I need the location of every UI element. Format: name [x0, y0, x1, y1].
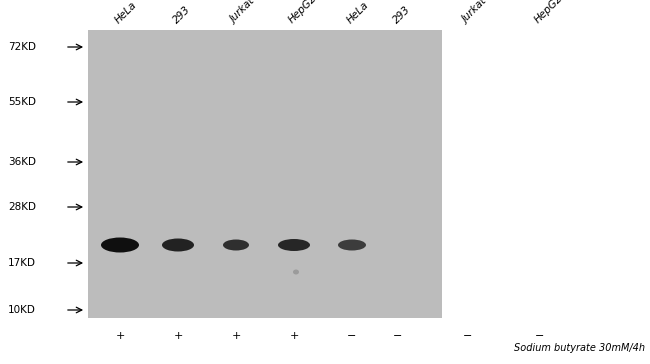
Text: −: − — [393, 331, 403, 341]
Text: HeLa: HeLa — [113, 0, 138, 25]
Text: +: + — [231, 331, 240, 341]
Text: 17KD: 17KD — [8, 258, 36, 268]
Text: 36KD: 36KD — [8, 157, 36, 167]
Text: Jurkat: Jurkat — [229, 0, 257, 25]
Text: −: − — [347, 331, 357, 341]
Text: 293: 293 — [391, 4, 412, 25]
Text: Jurkat: Jurkat — [461, 0, 489, 25]
Text: +: + — [115, 331, 125, 341]
Ellipse shape — [101, 237, 139, 253]
Text: Sodium butyrate 30mM/4h: Sodium butyrate 30mM/4h — [514, 343, 645, 353]
Ellipse shape — [162, 238, 194, 252]
Text: +: + — [289, 331, 299, 341]
Text: 72KD: 72KD — [8, 42, 36, 52]
Ellipse shape — [293, 269, 299, 274]
Text: 10KD: 10KD — [8, 305, 36, 315]
Ellipse shape — [338, 240, 366, 250]
Text: HepG2: HepG2 — [287, 0, 319, 25]
Text: HepG2: HepG2 — [533, 0, 565, 25]
Bar — [88, 30, 442, 318]
Text: −: − — [463, 331, 473, 341]
Text: 55KD: 55KD — [8, 97, 36, 107]
Text: +: + — [174, 331, 183, 341]
Text: HeLa: HeLa — [345, 0, 370, 25]
Ellipse shape — [278, 239, 310, 251]
Text: −: − — [536, 331, 545, 341]
Text: 28KD: 28KD — [8, 202, 36, 212]
Text: 293: 293 — [171, 4, 192, 25]
Ellipse shape — [223, 240, 249, 250]
